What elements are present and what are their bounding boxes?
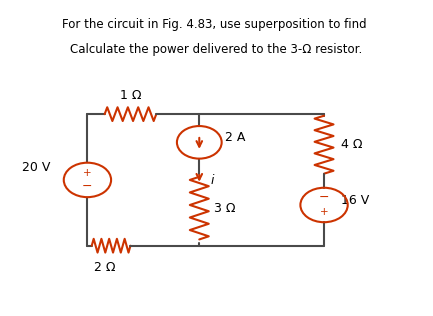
Text: 2 A: 2 A bbox=[225, 131, 246, 144]
Text: $i$: $i$ bbox=[210, 173, 216, 187]
Text: 16 V: 16 V bbox=[341, 194, 369, 207]
Text: +: + bbox=[320, 207, 328, 216]
Text: 20 V: 20 V bbox=[23, 161, 51, 174]
Text: +: + bbox=[83, 168, 92, 178]
Text: −: − bbox=[319, 191, 330, 204]
Text: 3 Ω: 3 Ω bbox=[214, 202, 236, 215]
Text: 2 Ω: 2 Ω bbox=[94, 261, 115, 274]
Text: 1 Ω: 1 Ω bbox=[120, 89, 141, 102]
Text: 4 Ω: 4 Ω bbox=[341, 138, 363, 151]
Text: Calculate the power delivered to the 3-Ω resistor.: Calculate the power delivered to the 3-Ω… bbox=[71, 43, 362, 57]
Text: −: − bbox=[82, 180, 93, 193]
Text: For the circuit in Fig. 4.83, use superposition to find: For the circuit in Fig. 4.83, use superp… bbox=[62, 18, 371, 31]
